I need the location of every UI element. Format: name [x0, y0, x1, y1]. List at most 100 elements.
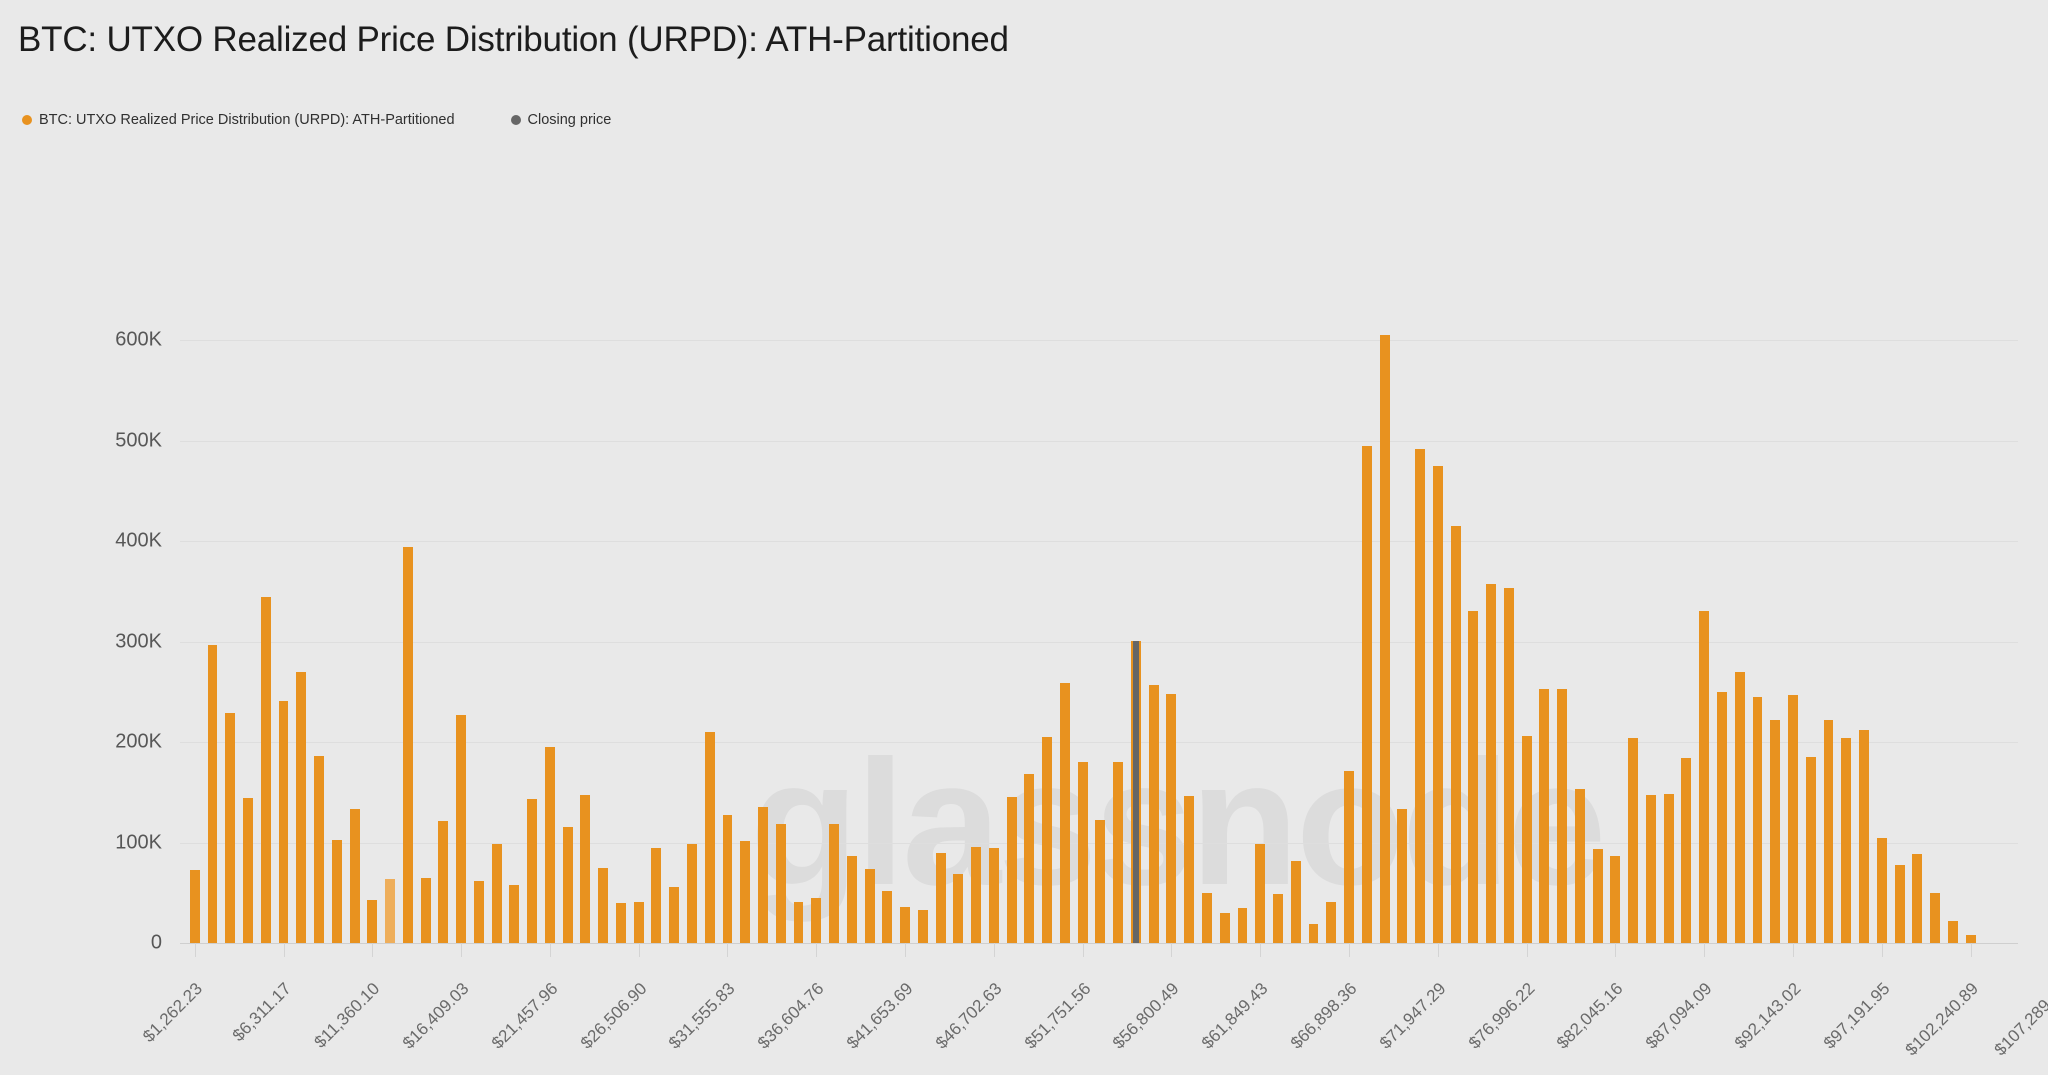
bar[interactable] [225, 712, 236, 943]
legend-item-closing-price[interactable]: Closing price [510, 112, 611, 128]
bar[interactable] [1166, 693, 1177, 943]
bar[interactable] [456, 714, 467, 943]
bar[interactable] [1397, 809, 1408, 943]
bar[interactable] [1947, 920, 1958, 943]
bar[interactable] [1823, 719, 1834, 943]
bar[interactable] [758, 807, 768, 943]
bar[interactable] [633, 901, 644, 943]
bar[interactable] [1645, 795, 1656, 943]
bar[interactable] [1699, 611, 1710, 943]
bar[interactable] [402, 547, 413, 943]
bar[interactable] [331, 839, 342, 943]
bar[interactable] [953, 873, 964, 943]
bar[interactable] [1539, 688, 1550, 943]
bar[interactable] [704, 732, 715, 943]
bar[interactable] [420, 877, 431, 943]
bar[interactable] [1024, 774, 1035, 943]
bar[interactable] [296, 671, 307, 943]
bar[interactable] [1201, 892, 1212, 943]
bar[interactable] [1148, 684, 1159, 943]
bar[interactable] [1859, 730, 1869, 943]
bar[interactable] [775, 824, 786, 943]
bar[interactable] [1042, 737, 1053, 943]
bar[interactable] [1557, 688, 1568, 943]
bar[interactable] [1592, 848, 1603, 943]
bar[interactable] [811, 897, 822, 943]
bar[interactable] [1486, 584, 1497, 943]
bar[interactable] [1734, 671, 1745, 943]
bar[interactable] [1930, 892, 1941, 943]
bar[interactable] [598, 867, 609, 943]
bar[interactable] [1788, 694, 1798, 943]
bar[interactable] [935, 852, 946, 943]
bar[interactable] [971, 846, 982, 943]
bar[interactable] [829, 824, 839, 943]
bar[interactable] [1361, 445, 1372, 943]
bar[interactable] [1255, 843, 1266, 943]
bar[interactable] [473, 880, 484, 943]
bar[interactable] [243, 798, 253, 943]
bar[interactable] [1219, 912, 1230, 943]
bar[interactable] [1113, 762, 1124, 943]
bar[interactable] [314, 756, 324, 943]
bar[interactable] [1894, 864, 1905, 943]
bar[interactable] [580, 795, 591, 943]
bar[interactable] [1184, 796, 1195, 943]
bar[interactable] [1432, 465, 1443, 943]
bar[interactable] [687, 843, 697, 943]
bar[interactable] [917, 909, 928, 943]
bar[interactable] [1610, 855, 1621, 943]
bar[interactable] [1059, 682, 1070, 943]
bar[interactable] [651, 847, 662, 943]
bar[interactable] [669, 886, 680, 943]
bar[interactable] [1716, 691, 1727, 943]
bar[interactable] [900, 906, 911, 943]
bar[interactable] [1912, 853, 1923, 943]
bar[interactable] [1415, 448, 1426, 943]
bar[interactable] [1308, 923, 1319, 943]
legend-item-urpd[interactable]: BTC: UTXO Realized Price Distribution (U… [22, 112, 455, 128]
bar[interactable] [1663, 794, 1674, 943]
bar[interactable] [1521, 736, 1532, 943]
bar[interactable] [1237, 907, 1248, 943]
bar[interactable] [1965, 934, 1976, 943]
bar[interactable] [1876, 837, 1887, 943]
bar[interactable] [1273, 893, 1283, 943]
bar[interactable] [988, 847, 999, 943]
bar[interactable] [1077, 762, 1088, 943]
bar[interactable] [846, 855, 857, 943]
bar[interactable] [722, 815, 733, 943]
bar[interactable] [1468, 611, 1479, 943]
bar[interactable] [1450, 526, 1461, 943]
bar[interactable] [793, 901, 804, 943]
bar[interactable] [1503, 588, 1514, 943]
bar[interactable] [1006, 797, 1017, 943]
bar[interactable] [385, 878, 396, 943]
bar[interactable] [1095, 820, 1106, 943]
bar[interactable] [509, 884, 520, 943]
bar[interactable] [1379, 335, 1390, 943]
bar[interactable] [189, 869, 200, 943]
bar[interactable] [1574, 789, 1585, 943]
bar[interactable] [1752, 696, 1763, 943]
bar[interactable] [1290, 860, 1301, 943]
bar[interactable] [1326, 901, 1337, 943]
bar[interactable] [864, 868, 875, 943]
bar[interactable] [527, 799, 538, 943]
bar[interactable] [1344, 771, 1354, 943]
bar[interactable] [562, 827, 573, 943]
bar[interactable] [740, 840, 751, 943]
bar[interactable] [1805, 757, 1816, 943]
bar[interactable] [1770, 719, 1781, 943]
bar[interactable] [882, 890, 893, 943]
bar[interactable] [438, 821, 449, 943]
bar[interactable] [278, 700, 289, 943]
bar[interactable] [491, 843, 502, 943]
bar[interactable] [615, 902, 626, 943]
bar[interactable] [349, 809, 360, 943]
bar[interactable] [1628, 738, 1639, 943]
bar[interactable] [260, 597, 271, 943]
bar[interactable] [1841, 738, 1852, 943]
bar[interactable] [367, 899, 378, 943]
bar[interactable] [1681, 758, 1692, 943]
